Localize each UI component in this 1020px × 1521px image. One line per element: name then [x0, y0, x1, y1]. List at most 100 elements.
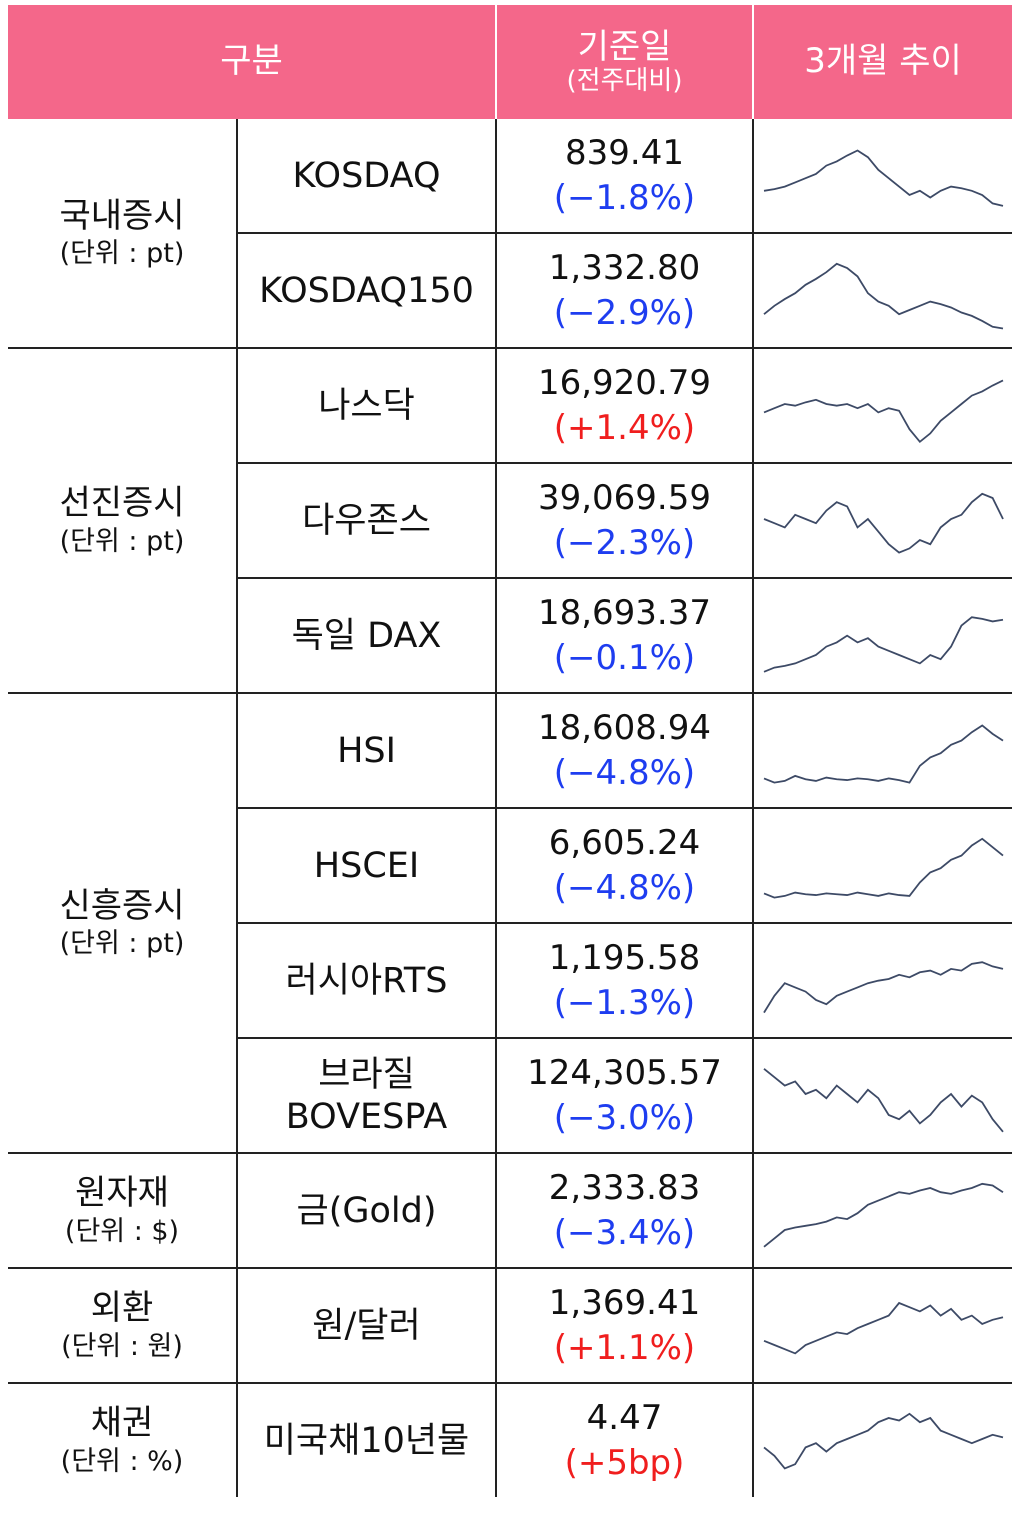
trend-cell [753, 693, 1012, 809]
value-cell: 6,605.24 (−4.8%) [496, 808, 754, 924]
trend-line [762, 960, 1003, 1013]
value: 1,195.58 [548, 938, 701, 979]
group-label: 채권 [90, 1403, 154, 1444]
value: 16,920.79 [537, 363, 712, 404]
trend-cell [753, 808, 1012, 924]
value-cell: 39,069.59 (−2.3%) [496, 463, 754, 579]
group-unit: (단위 : %) [60, 1445, 184, 1477]
value: 4.47 [586, 1398, 663, 1439]
group-cell: 채권 (단위 : %) [8, 1383, 238, 1497]
item-name: 금(Gold) [237, 1153, 497, 1269]
sparkline [763, 1301, 1003, 1354]
trend-cell [753, 119, 1012, 234]
sparkline [763, 379, 1003, 443]
sparkline [763, 723, 1003, 784]
sparkline [763, 837, 1004, 899]
trend-line [762, 262, 1003, 329]
item-name: 미국채10년물 [237, 1383, 497, 1497]
change: (+5bp) [564, 1442, 685, 1483]
group-unit: (단위 : 원) [61, 1330, 183, 1362]
trend-cell [753, 233, 1012, 349]
item-name: 나스닥 [237, 348, 497, 464]
value-cell: 1,369.41 (+1.1%) [496, 1268, 754, 1384]
item-name: 브라질 BOVESPA [237, 1038, 497, 1154]
sparkline [762, 262, 1003, 329]
header-trend: 3개월 추이 [753, 5, 1012, 119]
value-cell: 124,305.57 (−3.0%) [496, 1038, 754, 1154]
change: (−2.9%) [553, 292, 696, 333]
change: (−1.8%) [553, 177, 696, 218]
header-category: 구분 [8, 5, 497, 119]
trend-cell [753, 463, 1012, 579]
trend-line [763, 379, 1003, 443]
table-row: 독일 DAX 18,693.37 (−0.1%) [8, 578, 1012, 694]
value: 18,608.94 [537, 708, 712, 749]
table-row: 외환 (단위 : 원) 원/달러 1,369.41 (+1.1%) [8, 1268, 1012, 1384]
trend-cell [753, 578, 1012, 694]
change: (−1.3%) [553, 982, 696, 1023]
trend-line [763, 837, 1004, 899]
sparkline [762, 1412, 1003, 1469]
sparkline [763, 615, 1003, 673]
change: (−4.8%) [553, 752, 696, 793]
item-name: HSCEI [237, 808, 497, 924]
table-row: HSCEI 6,605.24 (−4.8%) [8, 808, 1012, 924]
group-label: 신흥증시 [59, 885, 185, 926]
change: (−4.8%) [553, 867, 696, 908]
group-unit: (단위 : pt) [59, 238, 185, 270]
group-label: 외환 [90, 1288, 154, 1329]
table-row: 러시아RTS 1,195.58 (−1.3%) [8, 923, 1012, 1039]
item-name: KOSDAQ150 [237, 233, 497, 349]
item-name: 독일 DAX [237, 578, 497, 694]
table-row: 다우존스 39,069.59 (−2.3%) [8, 463, 1012, 579]
header-row: 구분 기준일 (전주대비) 3개월 추이 [8, 5, 1012, 119]
header-date-note: (전주대비) [566, 65, 683, 96]
value-cell: 4.47 (+5bp) [496, 1383, 754, 1497]
table-row: 국내증시 (단위 : pt) KOSDAQ 839.41 (−1.8%) [8, 119, 1012, 349]
value-cell: 16,920.79 (+1.4%) [496, 348, 754, 464]
value-cell: 1,332.80 (−2.9%) [496, 233, 754, 349]
trend-cell [753, 1268, 1012, 1384]
item-name: KOSDAQ [237, 119, 497, 234]
group-cell: 외환 (단위 : 원) [8, 1268, 238, 1384]
trend-line [763, 492, 1004, 554]
item-name: 다우존스 [237, 463, 497, 579]
group-cell: 선진증시 (단위 : pt) [8, 348, 238, 694]
value-cell: 2,333.83 (−3.4%) [496, 1153, 754, 1269]
table-row: 원자재 (단위 : $) 금(Gold) 2,333.83 (−3.4%) [8, 1153, 1012, 1269]
table-body: 국내증시 (단위 : pt) KOSDAQ 839.41 (−1.8%) KOSDAQ15… [8, 119, 1012, 1497]
trend-line [763, 1301, 1003, 1354]
value: 2,333.83 [548, 1168, 701, 1209]
sparkline [762, 1067, 1004, 1132]
value: 839.41 [565, 133, 684, 174]
item-name: HSI [237, 693, 497, 809]
value: 6,605.24 [548, 823, 701, 864]
value: 1,369.41 [548, 1283, 701, 1324]
header-date: 기준일 (전주대비) [496, 5, 754, 119]
group-label: 원자재 [75, 1173, 169, 1214]
sparkline [763, 492, 1004, 554]
header-date-label: 기준일 [577, 26, 672, 67]
group-label: 선진증시 [59, 483, 185, 524]
change: (−0.1%) [553, 637, 696, 678]
trend-line [763, 148, 1003, 207]
trend-cell [753, 1038, 1012, 1154]
trend-line [762, 1067, 1004, 1132]
trend-line [762, 1412, 1003, 1469]
sparkline [762, 1182, 1003, 1247]
group-unit: (단위 : pt) [59, 525, 185, 557]
trend-line [763, 615, 1003, 673]
sparkline [762, 960, 1003, 1013]
group-cell: 원자재 (단위 : $) [8, 1153, 238, 1269]
item-name: 러시아RTS [237, 923, 497, 1039]
group-cell: 신흥증시 (단위 : pt) [8, 693, 238, 1154]
group-cell: 국내증시 (단위 : pt) [8, 119, 238, 349]
trend-cell [753, 348, 1012, 464]
trend-cell [753, 1153, 1012, 1269]
group-unit: (단위 : $) [64, 1215, 180, 1247]
item-name: 원/달러 [237, 1268, 497, 1384]
value: 124,305.57 [527, 1053, 722, 1094]
value-cell: 1,195.58 (−1.3%) [496, 923, 754, 1039]
trend-cell [753, 923, 1012, 1039]
